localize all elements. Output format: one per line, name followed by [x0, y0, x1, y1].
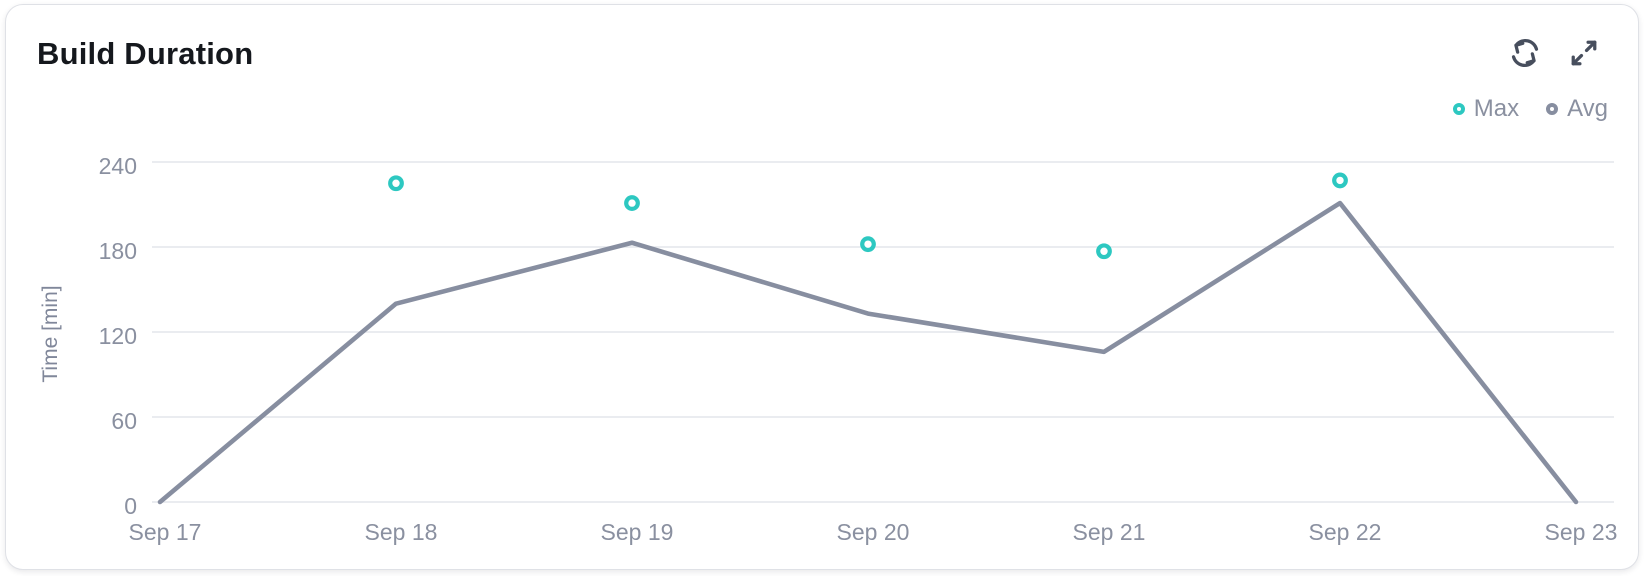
x-axis-label: Sep 20: [836, 519, 910, 545]
x-axis-label: Sep 18: [364, 519, 438, 545]
legend-label: Max: [1473, 95, 1520, 122]
max-data-point: [1332, 172, 1348, 189]
refresh-icon: [1511, 39, 1539, 67]
max-data-point: [860, 236, 876, 253]
avg-line: [157, 200, 1579, 505]
chart-legend: Max Avg: [1452, 95, 1608, 123]
page-title: Build Duration: [37, 36, 254, 71]
max-data-point: [388, 175, 404, 192]
legend-ring-icon: [1452, 103, 1465, 115]
y-tick-label: 180: [98, 238, 137, 264]
x-axis-label: Sep 17: [128, 519, 202, 545]
expand-button[interactable]: [1566, 35, 1602, 71]
y-tick-label: 240: [98, 153, 137, 179]
y-tick-label: 60: [111, 408, 137, 434]
refresh-button[interactable]: [1507, 35, 1543, 71]
max-data-point: [1096, 243, 1112, 260]
card-actions: [1507, 35, 1602, 71]
x-axis-label: Sep 19: [600, 519, 674, 545]
max-data-point: [624, 195, 640, 211]
y-tick-label: 120: [98, 323, 137, 349]
x-axis-label: Sep 21: [1072, 519, 1146, 545]
legend-ring-icon: [1546, 103, 1559, 115]
x-axis-label: Sep 22: [1308, 519, 1382, 545]
y-tick-label: 0: [124, 493, 137, 519]
legend-label: Avg: [1567, 95, 1608, 122]
legend-item-max[interactable]: Max: [1452, 95, 1520, 123]
chart-plot-area: [152, 161, 1614, 505]
legend-item-avg[interactable]: Avg: [1546, 95, 1608, 123]
expand-icon: [1571, 40, 1597, 66]
build-duration-card: Build Duration Max Avg Time [min] 0 60 120 1…: [5, 4, 1639, 570]
x-axis-label: Sep 23: [1544, 519, 1618, 545]
